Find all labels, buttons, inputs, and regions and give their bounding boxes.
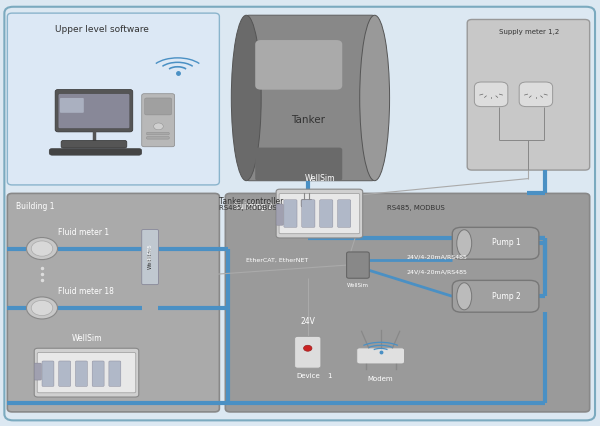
FancyBboxPatch shape: [55, 90, 133, 132]
FancyBboxPatch shape: [145, 99, 172, 115]
FancyBboxPatch shape: [475, 83, 508, 107]
Circle shape: [154, 124, 163, 130]
FancyBboxPatch shape: [226, 194, 590, 412]
Text: 24V/4-20mA/RS485: 24V/4-20mA/RS485: [406, 254, 467, 259]
FancyBboxPatch shape: [452, 228, 539, 259]
Text: Building 1: Building 1: [16, 201, 55, 210]
FancyBboxPatch shape: [92, 361, 104, 386]
FancyBboxPatch shape: [146, 133, 169, 135]
FancyBboxPatch shape: [320, 200, 333, 228]
FancyBboxPatch shape: [142, 95, 175, 147]
Circle shape: [26, 297, 58, 319]
Text: WellSim: WellSim: [347, 283, 369, 288]
Text: Supply meter 1,2: Supply meter 1,2: [499, 29, 559, 35]
Text: Fluid meter 18: Fluid meter 18: [58, 287, 114, 296]
FancyBboxPatch shape: [338, 200, 351, 228]
FancyBboxPatch shape: [7, 194, 220, 412]
Text: WellSim: WellSim: [304, 173, 335, 182]
FancyBboxPatch shape: [7, 14, 220, 185]
Text: Tanker controller: Tanker controller: [220, 197, 284, 206]
Text: Device: Device: [296, 372, 320, 378]
FancyBboxPatch shape: [246, 16, 374, 181]
Text: Upper level software: Upper level software: [55, 25, 149, 34]
FancyBboxPatch shape: [452, 281, 539, 312]
Text: Modem: Modem: [368, 375, 394, 381]
Text: 24V: 24V: [301, 317, 315, 325]
Text: Fluid meter 1: Fluid meter 1: [58, 227, 109, 236]
Text: 1: 1: [327, 372, 331, 378]
Polygon shape: [58, 312, 97, 348]
FancyBboxPatch shape: [467, 20, 590, 171]
Ellipse shape: [457, 283, 472, 310]
FancyBboxPatch shape: [61, 141, 127, 149]
FancyBboxPatch shape: [302, 200, 315, 228]
FancyBboxPatch shape: [146, 137, 169, 140]
FancyBboxPatch shape: [357, 348, 404, 364]
Circle shape: [31, 301, 53, 316]
FancyBboxPatch shape: [42, 361, 54, 386]
FancyBboxPatch shape: [279, 194, 360, 234]
Text: RS485, MODBUS: RS485, MODBUS: [386, 205, 445, 211]
Text: WellSim: WellSim: [148, 247, 152, 268]
FancyBboxPatch shape: [347, 252, 369, 279]
FancyBboxPatch shape: [295, 337, 321, 368]
FancyBboxPatch shape: [60, 99, 84, 114]
FancyBboxPatch shape: [142, 230, 158, 285]
Text: Tanker: Tanker: [291, 115, 325, 125]
Text: 24V/4-20mA/RS485: 24V/4-20mA/RS485: [406, 269, 467, 274]
Text: RS485: RS485: [148, 242, 152, 260]
FancyBboxPatch shape: [34, 363, 41, 380]
FancyBboxPatch shape: [519, 83, 553, 107]
FancyBboxPatch shape: [284, 200, 297, 228]
FancyBboxPatch shape: [4, 8, 595, 420]
FancyBboxPatch shape: [301, 200, 312, 207]
Text: RS485, MODBUS: RS485, MODBUS: [220, 205, 277, 211]
Text: EtherCAT, EtherNET: EtherCAT, EtherNET: [246, 258, 308, 262]
Ellipse shape: [457, 230, 472, 257]
FancyBboxPatch shape: [276, 204, 283, 226]
Text: Pump 1: Pump 1: [491, 237, 520, 246]
FancyBboxPatch shape: [76, 361, 88, 386]
Circle shape: [31, 242, 53, 256]
FancyBboxPatch shape: [59, 361, 71, 386]
FancyBboxPatch shape: [276, 190, 363, 239]
FancyBboxPatch shape: [255, 41, 342, 90]
FancyBboxPatch shape: [255, 148, 342, 181]
Circle shape: [304, 345, 312, 351]
FancyBboxPatch shape: [58, 95, 130, 129]
Circle shape: [26, 238, 58, 260]
FancyBboxPatch shape: [109, 361, 121, 386]
Text: Building 2: Building 2: [235, 201, 273, 210]
Text: WellSim: WellSim: [71, 333, 102, 342]
FancyBboxPatch shape: [49, 149, 142, 156]
Ellipse shape: [360, 16, 389, 181]
Text: Pump 2: Pump 2: [491, 291, 520, 300]
FancyBboxPatch shape: [37, 353, 136, 393]
Ellipse shape: [232, 16, 261, 181]
FancyBboxPatch shape: [34, 348, 139, 397]
